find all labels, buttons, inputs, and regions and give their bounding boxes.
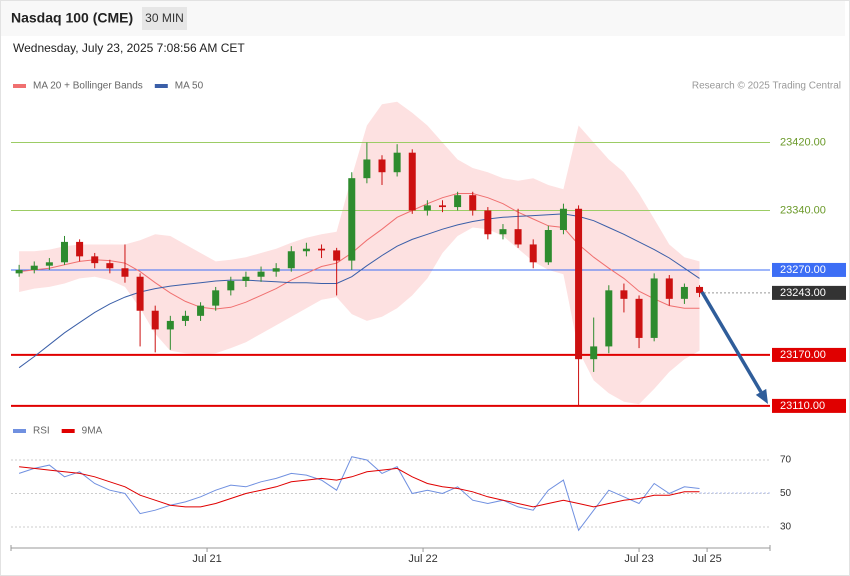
- header-bar: [1, 1, 845, 36]
- candle-body: [318, 248, 326, 251]
- lines-layer: [18, 193, 700, 369]
- band-layer: [19, 101, 700, 405]
- level-label: 23243.00: [780, 287, 826, 299]
- interval-label[interactable]: 30 MIN: [145, 11, 184, 25]
- candle-body: [575, 208, 583, 360]
- candle-body: [287, 251, 295, 269]
- level-label: 23340.00: [780, 204, 826, 216]
- candle-body: [650, 278, 658, 338]
- levels-layer: 23420.00 23340.00 23270.00 23243.00 23170.00…: [11, 136, 846, 413]
- x-tick-label: Jul 22: [408, 553, 437, 565]
- candle-body: [499, 229, 507, 235]
- candle-body: [696, 286, 704, 293]
- candle-body: [151, 310, 159, 330]
- title: Nasdaq 100 (CME): [11, 10, 133, 26]
- candle-body: [166, 320, 174, 330]
- candle-body: [454, 195, 462, 208]
- candle-body: [15, 269, 23, 274]
- axis-layer: Jul 21 Jul 22 Jul 23 Jul 25: [10, 545, 771, 565]
- forecast-arrow-head: [755, 388, 768, 404]
- candle-body: [30, 265, 38, 270]
- x-tick-label: Jul 21: [192, 553, 221, 565]
- candle-body: [272, 268, 280, 272]
- candle-body: [529, 244, 537, 263]
- candle-body: [45, 262, 53, 266]
- candle-body: [680, 286, 688, 299]
- candle-body: [514, 229, 522, 245]
- legend-label: RSI: [33, 426, 50, 437]
- candle-body: [60, 241, 68, 263]
- interval-button[interactable]: [142, 7, 187, 30]
- candle-body: [257, 271, 265, 277]
- candle-body: [559, 208, 567, 231]
- candle-body: [590, 346, 598, 360]
- y-tick-label: 70: [780, 455, 792, 466]
- candle-body: [121, 268, 129, 277]
- candles-layer: [15, 142, 704, 406]
- level-tag: [772, 262, 846, 277]
- candle-body: [106, 263, 114, 269]
- candle-body: [469, 195, 477, 211]
- candle-body: [635, 298, 643, 338]
- y-tick-label: 50: [780, 488, 792, 499]
- legend-label: MA 50: [175, 81, 204, 92]
- candle-body: [378, 159, 386, 173]
- candle-body: [393, 152, 401, 173]
- candle-body: [665, 278, 673, 299]
- rsi-line: [18, 456, 700, 532]
- candle-body: [408, 152, 416, 211]
- candle-body: [181, 315, 189, 321]
- candle-body: [227, 280, 235, 291]
- rsi-line: [19, 466, 700, 508]
- candle-body: [333, 250, 341, 261]
- level-tag: [772, 398, 846, 413]
- candle-body: [91, 256, 99, 264]
- candle-body: [605, 290, 613, 347]
- level-label: 23420.00: [780, 136, 826, 148]
- level-label: 23270.00: [780, 264, 826, 276]
- candle-body: [76, 241, 84, 257]
- credit: Research © 2025 Trading Central: [692, 81, 841, 92]
- x-tick-label: Jul 23: [624, 553, 653, 565]
- level-tag: [772, 347, 846, 362]
- moving-average: [19, 193, 700, 310]
- x-tick-label: Jul 25: [692, 553, 721, 565]
- candle-body: [423, 205, 431, 211]
- candle-body: [197, 305, 205, 316]
- candle-body: [620, 290, 628, 299]
- y-tick-label: 30: [780, 522, 792, 533]
- rsi-layer: 70 50 30: [11, 455, 792, 533]
- bollinger-band: [19, 101, 700, 405]
- candle-body: [212, 290, 220, 306]
- legend-layer: MA 20 + Bollinger Bands MA 50 RSI 9MA: [13, 81, 204, 437]
- candle-body: [348, 178, 356, 261]
- level-label: 23170.00: [780, 349, 826, 361]
- timestamp: Wednesday, July 23, 2025 7:08:56 AM CET: [13, 41, 245, 55]
- forecast-arrow: [700, 291, 763, 393]
- candle-body: [544, 230, 552, 263]
- legend-label: MA 20 + Bollinger Bands: [33, 81, 143, 92]
- level-tag: [772, 285, 846, 300]
- candle-body: [242, 276, 250, 281]
- candle-body: [136, 276, 144, 311]
- candle-body: [438, 205, 446, 208]
- candle-body: [302, 248, 310, 252]
- legend-label: 9MA: [82, 426, 103, 437]
- moving-average: [18, 213, 700, 369]
- candle-body: [363, 159, 371, 179]
- candle-body: [484, 210, 492, 235]
- level-label: 23110.00: [780, 400, 825, 412]
